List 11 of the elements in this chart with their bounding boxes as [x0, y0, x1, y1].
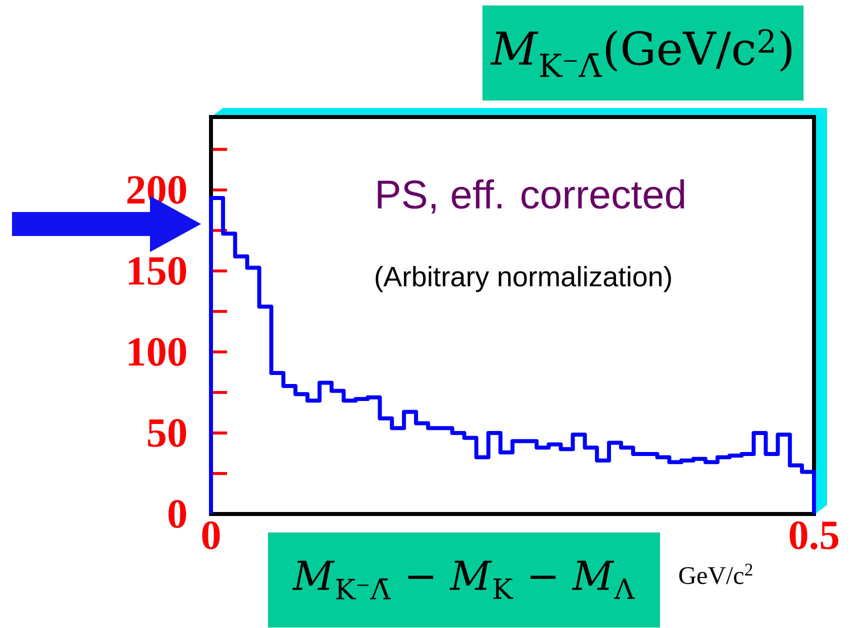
y-tick-label: 0 — [168, 500, 186, 528]
text: M$_{K⁻Λ̄}$(GeV/c$^{2}$) — [490, 29, 792, 77]
y-tick-label: 200 — [127, 176, 186, 204]
x-axis-title: M$_{K⁻Λ̄}$ − M$_{K}$ − M$_{Λ}$ — [292, 560, 635, 600]
y-tick-label: 50 — [148, 419, 186, 447]
y-tick-label: 100 — [128, 338, 186, 366]
text: GeV/c$^{2}$ — [679, 564, 752, 584]
annotation: (Arbitrary normalization) — [376, 266, 671, 292]
annotation: PS, eff. corrected — [378, 179, 684, 214]
x-tick-label: 0.5 — [790, 521, 838, 550]
y-tick-label: 150 — [128, 256, 186, 285]
